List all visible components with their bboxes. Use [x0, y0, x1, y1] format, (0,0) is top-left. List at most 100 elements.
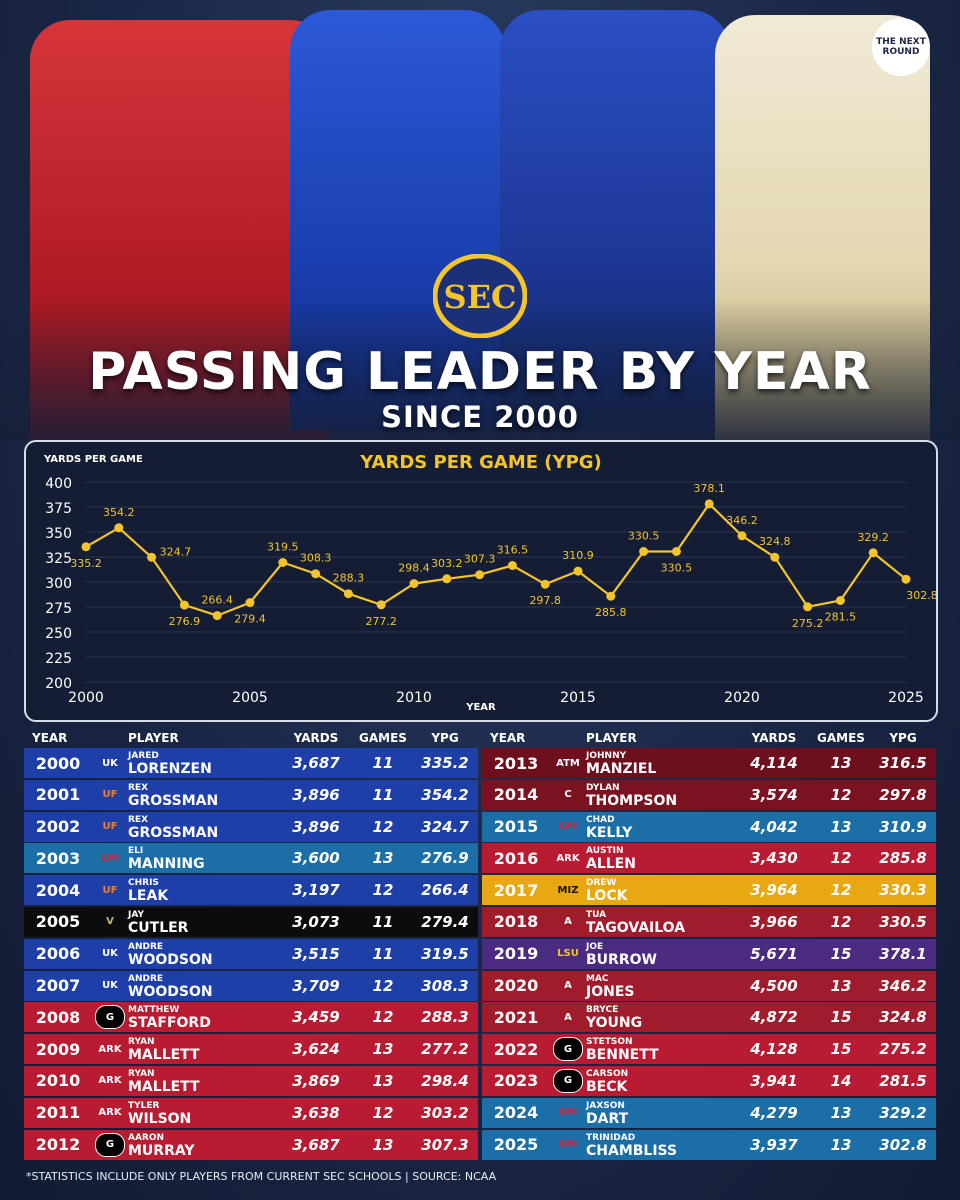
player-cell: JOHNNY MANZIEL: [586, 750, 736, 776]
page-title: PASSING LEADER BY YEAR: [88, 342, 872, 402]
yards-cell: 3,197: [292, 881, 340, 900]
player-cell: ANDRE WOODSON: [128, 941, 278, 967]
school-logo-cell: UK: [92, 943, 128, 965]
header-player: PLAYER: [586, 730, 637, 745]
player-first-name: MATTHEW: [128, 1005, 180, 1016]
georgia-logo: G: [553, 1068, 583, 1093]
year-cell: 2011: [35, 1103, 81, 1123]
data-label: 288.3: [333, 572, 365, 585]
player-cell: REX GROSSMAN: [128, 814, 278, 840]
yards-cell: 3,687: [292, 1135, 340, 1154]
player-last-name: CHAMBLISS: [586, 1142, 678, 1159]
games-cell: 12: [372, 976, 394, 995]
player-last-name: THOMPSON: [586, 792, 678, 809]
school-logo-cell: G: [92, 1132, 128, 1157]
player-first-name: AARON: [128, 1132, 165, 1143]
table-row: 2011 ARK TYLER WILSON 3,638 12 303.2: [24, 1097, 478, 1128]
player-cell: BRYCE YOUNG: [586, 1004, 736, 1030]
games-cell: 11: [372, 754, 394, 772]
school-logo-cell: ARK: [550, 847, 586, 869]
data-label: 310.9: [562, 549, 594, 562]
ypg-cell: 330.3: [879, 881, 927, 900]
data-label: 279.4: [234, 613, 266, 626]
table-row: 2004 UF CHRIS LEAK 3,197 12 266.4: [24, 875, 478, 906]
data-point: [671, 547, 681, 556]
arkansas-logo: ARK: [98, 1075, 122, 1087]
data-label: 275.2: [792, 617, 824, 630]
games-cell: 12: [372, 1103, 394, 1122]
yards-cell: 4,279: [750, 1103, 798, 1122]
ypg-cell: 324.7: [421, 817, 469, 836]
year-cell: 2018: [493, 912, 539, 932]
school-logo-cell: UK: [92, 975, 128, 997]
data-point: [901, 574, 911, 584]
ole-miss-logo: OM: [100, 852, 120, 864]
player-first-name: TRINIDAD: [586, 1132, 636, 1143]
header-ypg: YPG: [431, 731, 459, 745]
player-cell: ELI MANNING: [128, 845, 278, 871]
games-cell: 15: [830, 944, 852, 963]
data-label: 330.5: [661, 562, 693, 575]
player-cell: JAY CUTLER: [128, 909, 278, 935]
y-tick-label: 400: [45, 476, 72, 492]
kentucky-logo: UK: [102, 757, 118, 769]
missouri-logo: MIZ: [557, 884, 579, 896]
player-cell: AUSTIN ALLEN: [586, 845, 736, 871]
header-ypg: YPG: [889, 731, 917, 745]
player-first-name: REX: [128, 814, 149, 825]
games-cell: 11: [372, 912, 394, 931]
player-last-name: STAFFORD: [128, 1015, 211, 1032]
table-row: 2000 UK JARED LORENZEN 3,687 11 335.2: [24, 748, 478, 778]
player-first-name: RYAN: [128, 1068, 155, 1079]
ypg-cell: 276.9: [421, 849, 469, 868]
player-cell: CHRIS LEAK: [128, 877, 278, 903]
florida-logo: UF: [102, 789, 118, 801]
ypg-cell: 310.9: [879, 817, 927, 836]
yards-cell: 3,073: [292, 912, 340, 931]
games-cell: 13: [830, 976, 852, 995]
player-cell: JAXSON DART: [586, 1100, 736, 1126]
y-tick-label: 300: [45, 576, 72, 592]
kentucky-logo: UK: [102, 948, 118, 960]
year-cell: 2005: [35, 912, 81, 932]
player-last-name: MALLETT: [128, 1078, 200, 1095]
data-label: 324.8: [759, 535, 791, 548]
table-row: 2006 UK ANDRE WOODSON 3,515 11 319.5: [24, 938, 478, 969]
data-point: [114, 523, 124, 533]
player-last-name: JONES: [586, 983, 635, 1000]
player-cell: JARED LORENZEN: [128, 750, 278, 776]
player-cell: CARSON BECK: [586, 1068, 736, 1094]
data-point: [475, 570, 485, 580]
games-cell: 13: [372, 1040, 394, 1059]
year-cell: 2007: [35, 976, 81, 996]
school-logo-cell: UF: [92, 784, 128, 806]
yards-cell: 3,600: [292, 849, 340, 868]
player-first-name: DREW: [586, 878, 617, 889]
games-cell: 13: [830, 754, 852, 772]
series-line: [85, 502, 907, 617]
table-row: 2023 G CARSON BECK 3,941 14 281.5: [482, 1065, 936, 1096]
school-logo-cell: MIZ: [550, 879, 586, 901]
table-row: 2014 C DYLAN THOMPSON 3,574 12 297.8: [482, 779, 936, 810]
school-logo-cell: OM: [550, 816, 586, 838]
ypg-cell: 319.5: [421, 944, 469, 963]
data-point: [770, 552, 780, 562]
school-logo-cell: ARK: [92, 1102, 128, 1124]
sec-logo: SEC: [433, 254, 527, 338]
year-cell: 2016: [493, 848, 539, 868]
y-tick-label: 250: [45, 626, 72, 642]
header-year: YEAR: [32, 731, 68, 745]
player-first-name: JAY: [128, 909, 144, 920]
georgia-logo: G: [553, 1037, 583, 1062]
player-cell: REX GROSSMAN: [128, 782, 278, 808]
player-first-name: AUSTIN: [586, 846, 624, 857]
yards-cell: 3,869: [292, 1071, 340, 1090]
player-last-name: LEAK: [128, 888, 169, 905]
table-row: 2022 G STETSON BENNETT 4,128 15 275.2: [482, 1034, 936, 1065]
year-cell: 2024: [493, 1103, 539, 1123]
ypg-cell: 266.4: [421, 881, 469, 900]
games-cell: 12: [372, 881, 394, 900]
player-first-name: STETSON: [586, 1037, 633, 1048]
yards-cell: 3,574: [750, 785, 798, 804]
ypg-cell: 346.2: [879, 976, 927, 995]
